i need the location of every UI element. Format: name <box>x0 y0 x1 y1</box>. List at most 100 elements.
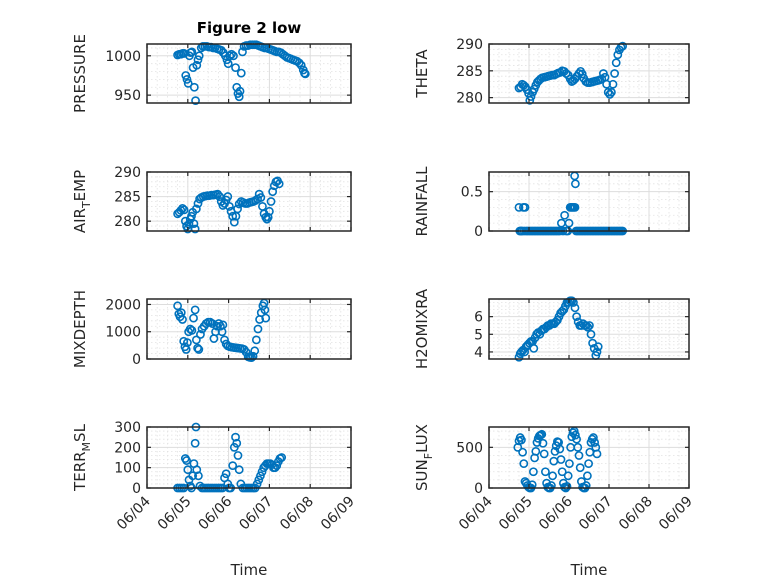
data-point <box>525 95 535 105</box>
axes-box <box>488 298 690 360</box>
data-point <box>196 330 205 339</box>
y-tick-label: 950 <box>114 88 141 104</box>
data-point <box>193 55 203 65</box>
data-point <box>570 202 580 212</box>
data-point <box>520 347 529 357</box>
data-point <box>567 296 577 306</box>
data-point <box>188 471 198 481</box>
y-tick-label: 5 <box>474 327 483 343</box>
data-markers <box>513 426 602 493</box>
y-tick-label: 100 <box>114 461 141 477</box>
data-point <box>565 459 574 468</box>
data-point <box>187 47 197 57</box>
data-point <box>187 211 196 221</box>
data-point <box>232 438 242 448</box>
data-point <box>585 321 594 330</box>
data-point <box>607 87 616 97</box>
data-point <box>190 305 200 315</box>
data-point <box>183 78 193 88</box>
data-point <box>216 45 226 55</box>
y-axis-label: THETA <box>413 49 431 99</box>
subplot-h2omixra: 4 56 H2OMIXRA <box>413 288 690 369</box>
data-point <box>574 451 584 460</box>
data-point <box>178 203 187 213</box>
data-point <box>236 68 246 78</box>
data-point <box>182 456 191 465</box>
y-axis: 950 1000 <box>105 49 351 104</box>
y-axis-label: H2OMIXRA <box>413 288 431 369</box>
x-axis <box>488 299 690 359</box>
data-point <box>194 51 204 61</box>
data-point <box>564 218 574 228</box>
data-point <box>274 179 284 189</box>
data-point <box>191 96 200 106</box>
y-tick-label: 1000 <box>105 325 141 341</box>
data-point <box>189 313 198 323</box>
data-point <box>590 438 599 447</box>
y-tick-label: 0 <box>474 224 483 240</box>
data-point <box>227 49 236 59</box>
data-point <box>223 59 233 69</box>
data-point <box>518 447 527 457</box>
data-point <box>179 205 189 215</box>
y-tick-label: 0 <box>132 481 141 497</box>
data-point <box>277 453 287 462</box>
data-point <box>256 193 266 202</box>
data-point <box>234 92 244 102</box>
x-axis-label: Time <box>230 561 268 579</box>
data-point <box>592 449 602 459</box>
data-point <box>231 432 240 442</box>
y-tick-label: 0.5 <box>461 185 483 201</box>
data-point <box>221 469 231 479</box>
data-point <box>563 471 573 481</box>
data-point <box>605 90 615 99</box>
axes-box <box>146 426 352 489</box>
data-point <box>575 463 585 473</box>
data-point <box>234 465 244 475</box>
data-point <box>574 69 584 78</box>
data-point <box>581 481 591 490</box>
data-point <box>583 322 593 332</box>
y-axis-label: RAINFALL <box>413 166 431 237</box>
data-point <box>263 212 273 222</box>
data-point <box>296 60 306 70</box>
data-point <box>264 206 274 216</box>
data-point <box>517 347 526 357</box>
subplot-rainfall: 0 0.5 RAINFALL <box>413 166 690 240</box>
y-tick-label: 300 <box>114 420 141 436</box>
data-point <box>229 217 239 227</box>
y-tick-label: 200 <box>114 440 141 456</box>
data-point <box>194 345 204 354</box>
data-point <box>571 430 580 440</box>
data-point <box>250 346 260 356</box>
data-point <box>541 467 550 477</box>
data-point <box>555 68 565 77</box>
data-point <box>185 324 195 334</box>
data-point <box>256 471 265 481</box>
data-point <box>233 451 243 460</box>
data-point <box>529 344 539 353</box>
data-point <box>577 69 587 79</box>
data-point <box>573 442 583 452</box>
x-axis <box>146 172 352 231</box>
data-point <box>570 303 580 313</box>
data-point <box>529 467 538 477</box>
data-point <box>248 351 258 361</box>
data-point <box>556 455 566 464</box>
data-point <box>176 205 186 215</box>
data-point <box>526 92 536 101</box>
data-point <box>520 202 530 212</box>
x-axis <box>488 44 690 103</box>
data-point <box>215 192 225 201</box>
x-axis-label: Time <box>570 561 608 579</box>
data-point <box>589 433 598 442</box>
data-point <box>260 305 270 315</box>
data-point <box>300 69 310 79</box>
data-point <box>294 58 304 68</box>
data-point <box>611 58 621 68</box>
subplot-pressure: 950 1000 PRESSURE Figure 2 low <box>71 19 352 113</box>
y-axis-label: PRESSURE <box>71 34 89 113</box>
axes-box <box>488 171 690 232</box>
